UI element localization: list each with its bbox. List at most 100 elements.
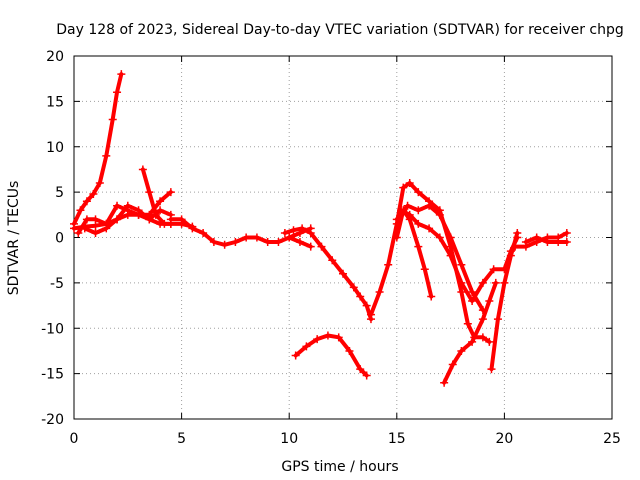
plus-marker (339, 269, 347, 278)
plus-marker (70, 224, 78, 233)
plus-marker (334, 333, 343, 342)
x-tick-label: 0 (70, 431, 79, 447)
plus-marker (209, 238, 218, 247)
plus-marker (500, 278, 509, 287)
plus-marker (285, 233, 294, 242)
plus-marker (151, 210, 160, 219)
plus-marker (506, 251, 515, 260)
axis-ticks: 0 5 10 15 20 25 20 15 10 5 0 -5 -10 -15 -20 (41, 49, 621, 447)
plus-marker (82, 197, 91, 206)
plus-marker (89, 189, 98, 198)
plus-marker (108, 115, 117, 124)
plus-marker (521, 238, 530, 247)
series-track-14 (440, 278, 500, 387)
plus-marker (425, 224, 434, 233)
plus-marker (80, 224, 89, 233)
plus-marker (414, 219, 423, 228)
plus-marker (562, 238, 571, 247)
plus-marker (478, 333, 487, 342)
plus-marker (280, 228, 289, 237)
plus-marker (95, 179, 104, 188)
plus-marker (425, 201, 434, 210)
plus-marker (349, 283, 358, 292)
plus-marker (491, 278, 500, 287)
series-track-13 (392, 201, 487, 315)
y-tick-label: 10 (46, 140, 64, 156)
series-track-9 (291, 331, 371, 380)
plus-marker (485, 337, 494, 346)
plus-marker (403, 201, 412, 210)
plus-marker (113, 215, 122, 224)
x-tick-label: 20 (495, 431, 513, 447)
plus-marker (306, 242, 315, 251)
plus-marker (74, 228, 83, 237)
series-track-8 (285, 233, 315, 251)
plus-marker (485, 297, 494, 306)
plus-marker (448, 360, 457, 369)
plus-marker (405, 210, 414, 219)
plus-marker (457, 260, 466, 269)
y-tick-label: 15 (46, 94, 64, 110)
series-track-7 (280, 224, 375, 324)
plus-marker (188, 224, 197, 233)
plus-marker (554, 238, 563, 247)
plus-marker (199, 228, 208, 237)
plus-marker (405, 179, 414, 188)
plus-marker (177, 215, 186, 224)
x-axis-label: GPS time / hours (281, 459, 398, 475)
chart-title: Day 128 of 2023, Sidereal Day-to-day VTE… (56, 22, 624, 38)
plus-marker (463, 319, 472, 328)
plus-marker (134, 206, 143, 215)
plus-marker (156, 206, 165, 215)
plus-marker (493, 315, 502, 324)
plus-marker (289, 226, 298, 235)
plus-marker (457, 346, 466, 355)
plus-marker (532, 233, 541, 242)
plus-marker (420, 265, 429, 274)
plus-marker (414, 206, 423, 215)
plus-marker (113, 88, 122, 97)
plus-marker (231, 238, 240, 247)
plus-marker (511, 242, 520, 251)
plus-marker (446, 251, 455, 260)
y-tick-label: -10 (41, 321, 64, 337)
plus-marker (145, 188, 154, 197)
y-tick-label: 5 (55, 185, 64, 201)
plus-marker (328, 256, 337, 265)
plus-marker (468, 287, 477, 296)
plus-marker (263, 238, 272, 247)
x-tick-label: 25 (603, 431, 621, 447)
plus-marker (468, 297, 477, 306)
plus-marker (145, 215, 154, 224)
plus-marker (166, 188, 175, 197)
plus-marker (356, 365, 365, 374)
grid (74, 56, 612, 419)
plus-marker (345, 346, 354, 355)
plus-marker (242, 233, 251, 242)
plus-marker (356, 292, 365, 301)
y-tick-label: 0 (55, 231, 64, 247)
plus-marker (414, 242, 423, 251)
plus-marker (323, 331, 332, 340)
plus-marker (446, 233, 455, 242)
y-tick-label: -20 (41, 412, 64, 428)
plus-marker (440, 378, 449, 387)
plus-marker (291, 351, 300, 360)
plus-marker (457, 278, 466, 287)
data-points (70, 70, 571, 387)
y-tick-label: -5 (50, 276, 64, 292)
plus-marker (91, 215, 100, 224)
x-tick-label: 5 (177, 431, 186, 447)
series-track-17 (521, 233, 571, 247)
plus-marker (102, 224, 111, 233)
plus-marker (489, 265, 498, 274)
series-track-5 (138, 165, 175, 228)
plus-marker (274, 238, 283, 247)
plus-marker (362, 301, 371, 310)
plus-marker (156, 197, 165, 206)
plus-marker (543, 238, 552, 247)
plus-marker (117, 70, 126, 79)
plus-marker (435, 233, 444, 242)
plus-marker (302, 342, 311, 351)
